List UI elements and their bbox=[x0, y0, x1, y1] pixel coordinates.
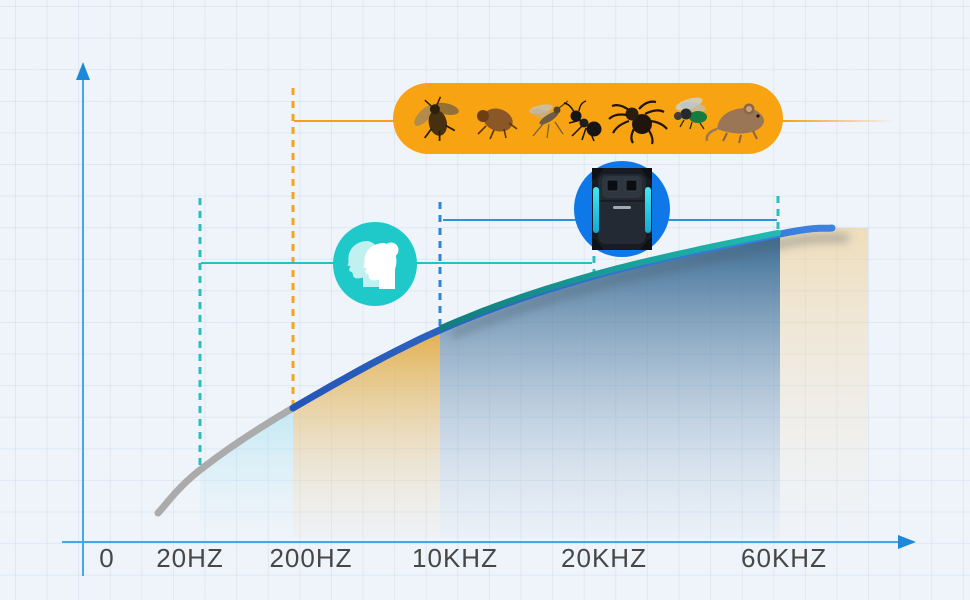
pests-capsule bbox=[393, 83, 783, 154]
region-pest-high bbox=[780, 228, 868, 538]
repeller-device-icon bbox=[592, 168, 652, 250]
curve-shadow-path bbox=[450, 233, 850, 339]
x-axis-arrow-icon bbox=[898, 535, 916, 549]
tick-200hz: 200HZ bbox=[269, 543, 352, 573]
axes bbox=[62, 62, 916, 576]
device-logo-mark bbox=[613, 206, 631, 209]
ant-icon bbox=[563, 100, 602, 142]
fly-icon bbox=[674, 97, 707, 130]
tick-60khz: 60KHZ bbox=[741, 543, 827, 573]
tick-0: 0 bbox=[99, 543, 114, 573]
mosquito-icon bbox=[529, 100, 569, 139]
curve-shadow bbox=[450, 233, 850, 339]
human-hearing-badge bbox=[333, 222, 417, 306]
x-tick-labels: 0 20HZ 200HZ 10KHZ 20KHZ 60KHZ bbox=[99, 543, 827, 573]
repeller-badge bbox=[574, 161, 670, 257]
region-pest-low bbox=[293, 330, 440, 538]
spider-icon bbox=[608, 100, 668, 145]
tick-10khz: 10KHZ bbox=[412, 543, 498, 573]
curve-repeller-band bbox=[439, 229, 781, 331]
tick-20hz: 20HZ bbox=[156, 543, 224, 573]
curve-below-200hz bbox=[154, 404, 297, 517]
mouse-icon bbox=[705, 103, 764, 144]
beetle-icon bbox=[414, 96, 459, 141]
human-profiles-icon bbox=[347, 241, 399, 289]
flea-icon bbox=[477, 108, 518, 140]
y-axis-arrow-icon bbox=[76, 62, 90, 80]
tick-20khz: 20KHZ bbox=[561, 543, 647, 573]
frequency-guide-lines bbox=[198, 88, 780, 470]
hearing-curve bbox=[154, 224, 836, 517]
under-curve-fills bbox=[200, 228, 868, 538]
region-human-low bbox=[200, 408, 293, 538]
